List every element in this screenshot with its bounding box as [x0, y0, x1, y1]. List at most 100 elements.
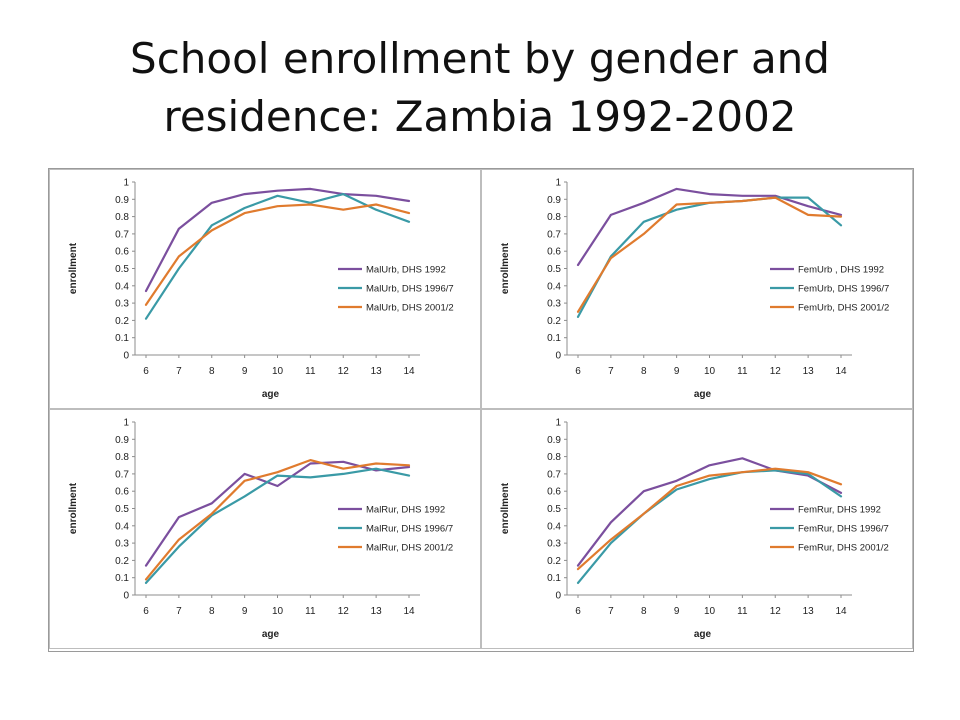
y-tick-label: 0.6 [115, 487, 129, 498]
x-tick-label: 6 [143, 606, 149, 617]
slide-title-line-2: residence: Zambia 1992-2002 [163, 92, 797, 141]
x-tick-label: 10 [704, 366, 716, 377]
legend-label-1: FemRur, DHS 1992 [798, 505, 881, 516]
x-tick-label: 8 [209, 606, 215, 617]
y-tick-label: 0.1 [115, 333, 129, 344]
y-tick-label: 1 [123, 178, 129, 189]
legend-label-2: MalRur, DHS 1996/7 [366, 524, 453, 535]
x-axis-title: age [262, 629, 280, 640]
x-tick-label: 14 [403, 366, 415, 377]
y-tick-label: 0.3 [547, 299, 561, 310]
y-tick-label: 0.9 [115, 195, 129, 206]
x-tick-label: 14 [835, 606, 847, 617]
y-tick-label: 0.4 [115, 521, 129, 532]
series-line-2 [576, 196, 843, 318]
chart-grid: 0 0.1 0.2 0.3 0.4 0.5 0.6 0.7 0.8 0.9 1 6 7 8 9 10 11 12 1… [48, 168, 914, 652]
y-axis-title: enrollment [500, 482, 511, 534]
y-tick-label: 0.5 [547, 504, 561, 515]
x-tick-label: 10 [704, 606, 716, 617]
y-axis-title: enrollment [68, 482, 79, 534]
x-tick-label: 11 [305, 366, 316, 377]
series-line-2 [144, 467, 411, 584]
series-line-3 [144, 458, 411, 581]
x-tick-label: 10 [272, 606, 284, 617]
x-tick-label: 14 [403, 606, 415, 617]
x-tick-label: 12 [338, 606, 350, 617]
y-tick-label: 0.7 [115, 229, 129, 240]
x-tick-label: 11 [737, 606, 748, 617]
x-tick-label: 14 [835, 366, 847, 377]
x-tick-label: 7 [176, 366, 182, 377]
x-tick-label: 13 [803, 606, 815, 617]
y-tick-label: 0.2 [547, 316, 561, 327]
x-tick-label: 7 [608, 606, 614, 617]
x-tick-label: 13 [371, 606, 383, 617]
legend-label-3: MalRur, DHS 2001/2 [366, 543, 453, 554]
y-tick-label: 0 [555, 351, 561, 362]
chart-panel-male-rural: 0 0.1 0.2 0.3 0.4 0.5 0.6 0.7 0.8 0.9 1 6 7 8 9 10 11 12 1… [49, 409, 481, 649]
series-line-3 [144, 203, 411, 306]
y-tick-label: 0.7 [115, 469, 129, 480]
x-tick-label: 7 [608, 366, 614, 377]
x-tick-label: 12 [770, 606, 782, 617]
x-tick-label: 12 [338, 366, 350, 377]
x-tick-label: 6 [143, 366, 149, 377]
y-axis-title: enrollment [500, 242, 511, 294]
y-tick-label: 0 [123, 351, 129, 362]
y-tick-label: 0.8 [115, 452, 129, 463]
chart-panel-male-urban: 0 0.1 0.2 0.3 0.4 0.5 0.6 0.7 0.8 0.9 1 6 7 8 9 10 11 12 1… [49, 169, 481, 409]
series-line-1 [144, 187, 411, 293]
series-line-1 [576, 187, 843, 267]
y-tick-label: 0.5 [115, 264, 129, 275]
y-tick-label: 0.3 [115, 539, 129, 550]
y-tick-label: 0 [555, 591, 561, 602]
y-axis-title: enrollment [68, 242, 79, 294]
legend-label-1: MalUrb, DHS 1992 [366, 265, 446, 276]
y-tick-label: 0.3 [115, 299, 129, 310]
x-tick-label: 9 [242, 366, 248, 377]
series-line-2 [576, 469, 843, 584]
chart-female-urban: 0 0.1 0.2 0.3 0.4 0.5 0.6 0.7 0.8 0.9 1 6 7 8 9 10 11 12 1… [500, 178, 889, 401]
x-tick-label: 8 [641, 366, 647, 377]
y-tick-label: 0.4 [547, 281, 561, 292]
x-tick-label: 6 [575, 606, 581, 617]
slide-title: School enrollment by gender and residenc… [0, 30, 960, 146]
y-tick-label: 0.5 [115, 504, 129, 515]
y-tick-label: 0.8 [547, 212, 561, 223]
legend-label-1: FemUrb , DHS 1992 [798, 265, 884, 276]
y-tick-label: 0.6 [547, 247, 561, 258]
y-tick-label: 0.2 [115, 556, 129, 567]
chart-male-rural: 0 0.1 0.2 0.3 0.4 0.5 0.6 0.7 0.8 0.9 1 6 7 8 9 10 11 12 1… [68, 418, 453, 641]
y-tick-label: 0.4 [115, 281, 129, 292]
chart-female-rural: 0 0.1 0.2 0.3 0.4 0.5 0.6 0.7 0.8 0.9 1 6 7 8 9 10 11 12 1… [500, 418, 889, 641]
series-line-1 [576, 457, 843, 567]
y-tick-label: 0.9 [115, 435, 129, 446]
y-tick-label: 0.3 [547, 539, 561, 550]
y-tick-label: 0.1 [547, 333, 561, 344]
x-tick-label: 11 [737, 366, 748, 377]
y-tick-label: 0.5 [547, 264, 561, 275]
x-tick-label: 9 [242, 606, 248, 617]
y-tick-label: 1 [555, 418, 561, 429]
y-tick-label: 0.9 [547, 435, 561, 446]
x-axis-title: age [694, 629, 712, 640]
chart-panel-female-urban: 0 0.1 0.2 0.3 0.4 0.5 0.6 0.7 0.8 0.9 1 6 7 8 9 10 11 12 1… [481, 169, 913, 409]
y-tick-label: 0.2 [115, 316, 129, 327]
y-tick-label: 0.1 [547, 573, 561, 584]
x-tick-label: 9 [674, 606, 680, 617]
x-tick-label: 13 [371, 366, 383, 377]
series-line-3 [576, 196, 843, 313]
y-tick-label: 1 [555, 178, 561, 189]
y-tick-label: 0.7 [547, 469, 561, 480]
chart-panel-female-rural: 0 0.1 0.2 0.3 0.4 0.5 0.6 0.7 0.8 0.9 1 6 7 8 9 10 11 12 1… [481, 409, 913, 649]
y-tick-label: 0.1 [115, 573, 129, 584]
x-tick-label: 12 [770, 366, 782, 377]
y-tick-label: 0.8 [115, 212, 129, 223]
x-tick-label: 8 [209, 366, 215, 377]
y-tick-label: 1 [123, 418, 129, 429]
y-tick-label: 0.2 [547, 556, 561, 567]
x-tick-label: 11 [305, 606, 316, 617]
chart-male-urban: 0 0.1 0.2 0.3 0.4 0.5 0.6 0.7 0.8 0.9 1 6 7 8 9 10 11 12 1… [68, 178, 454, 401]
series-line-1 [144, 460, 411, 567]
y-tick-label: 0 [123, 591, 129, 602]
